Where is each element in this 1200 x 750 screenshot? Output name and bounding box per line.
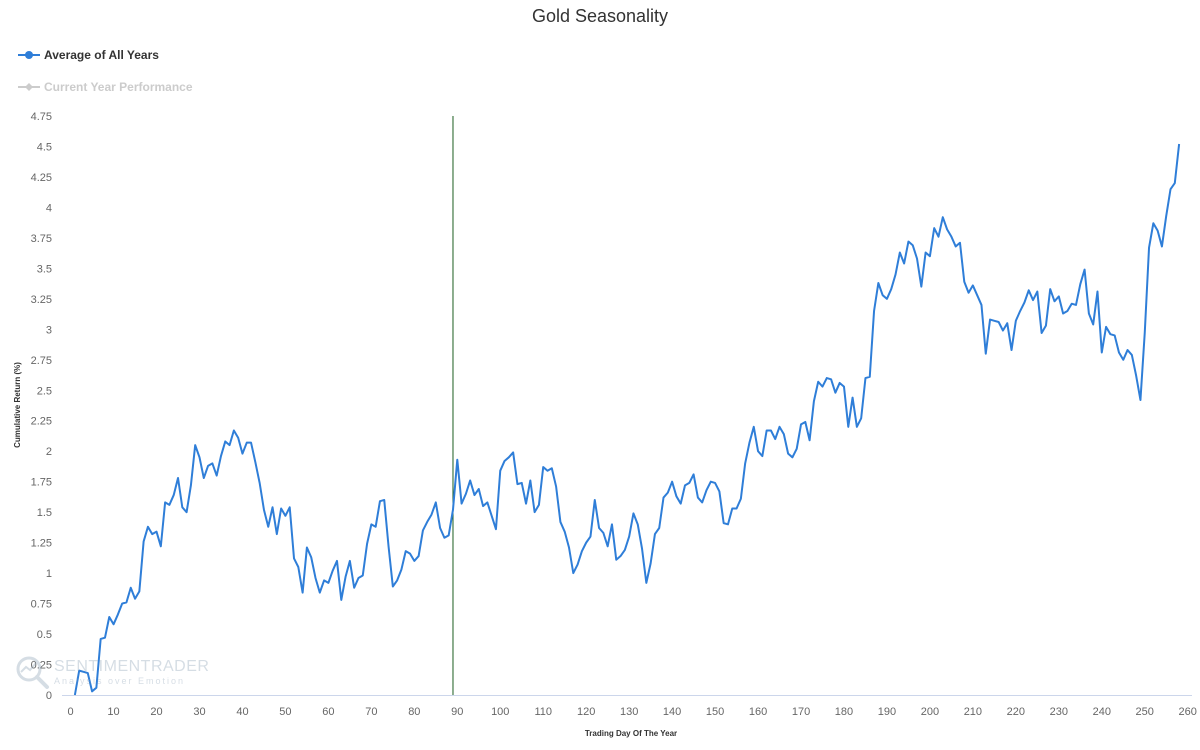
x-tick-label: 250 <box>1136 706 1154 718</box>
y-tick-label: 1 <box>46 568 52 580</box>
x-tick-label: 180 <box>835 706 853 718</box>
y-tick-label: 2.5 <box>37 385 52 397</box>
x-tick-label: 110 <box>534 706 552 718</box>
x-tick-label: 70 <box>365 706 377 718</box>
legend-item-current-year-performance[interactable]: Current Year Performance <box>18 80 193 94</box>
x-tick-label: 260 <box>1179 706 1197 718</box>
x-tick-label: 200 <box>921 706 939 718</box>
x-tick-label: 210 <box>964 706 982 718</box>
y-tick-label: 1.25 <box>31 538 52 550</box>
series-layer <box>73 143 1181 696</box>
x-tick-label: 160 <box>749 706 767 718</box>
chart-title: Gold Seasonality <box>531 6 669 26</box>
x-tick-label: 20 <box>150 706 162 718</box>
y-axis-title: Cumulative Return (%) <box>13 362 22 448</box>
y-tick-label: 2.75 <box>31 355 52 367</box>
x-tick-label: 140 <box>663 706 681 718</box>
y-tick-label: 3.5 <box>37 263 52 275</box>
x-tick-label: 240 <box>1093 706 1111 718</box>
y-tick-label: 4 <box>46 202 52 214</box>
x-tick-label: 40 <box>236 706 248 718</box>
y-tick-label: 2.25 <box>31 416 52 428</box>
line-marker-icon <box>18 51 40 59</box>
watermark: SENTIMENTRADER Analysis over Emotion <box>14 654 209 690</box>
x-tick-label: 230 <box>1050 706 1068 718</box>
magnifier-logo-icon <box>16 656 49 689</box>
y-tick-label: 3 <box>46 324 52 336</box>
legend-item-average-of-all-years[interactable]: Average of All Years <box>18 48 159 62</box>
x-tick-label: 220 <box>1007 706 1025 718</box>
x-axis-title: Trading Day Of The Year <box>585 729 677 738</box>
y-tick-label: 0 <box>46 690 52 702</box>
x-tick-label: 190 <box>878 706 896 718</box>
diamond-marker-icon <box>18 83 40 91</box>
watermark-tagline: Analysis over Emotion <box>54 676 186 686</box>
x-tick-label: 30 <box>193 706 205 718</box>
x-tick-label: 60 <box>322 706 334 718</box>
x-tick-label: 120 <box>577 706 595 718</box>
x-tick-label: 170 <box>792 706 810 718</box>
y-tick-label: 3.25 <box>31 294 52 306</box>
y-tick-label: 0.75 <box>31 599 52 611</box>
x-tick-label: 10 <box>107 706 119 718</box>
y-tick-label: 3.75 <box>31 233 52 245</box>
y-tick-label: 1.5 <box>37 507 52 519</box>
y-tick-label: 4.75 <box>31 111 52 123</box>
legend-label: Average of All Years <box>44 48 159 62</box>
x-tick-label: 100 <box>491 706 509 718</box>
x-tick-label: 80 <box>408 706 420 718</box>
legend-label: Current Year Performance <box>44 80 193 94</box>
x-tick-label: 150 <box>706 706 724 718</box>
y-tick-label: 1.75 <box>31 477 52 489</box>
x-tick-label: 130 <box>620 706 638 718</box>
y-axis: 0 0.25 0.5 0.75 1 1.25 1.5 1.75 2 2.25 2.5 2.75 3 3.2… <box>31 111 52 702</box>
y-tick-label: 0.25 <box>31 660 52 672</box>
x-tick-label: 0 <box>68 706 74 718</box>
series-line-0 <box>73 143 1181 696</box>
x-tick-label: 50 <box>279 706 291 718</box>
y-tick-label: 4.25 <box>31 172 52 184</box>
y-tick-label: 0.5 <box>37 629 52 641</box>
x-axis: 0 10 20 30 40 50 60 70 80 90 100 110 120 130 140 150 160… <box>68 706 1197 718</box>
x-tick-label: 90 <box>451 706 463 718</box>
y-tick-label: 2 <box>46 446 52 458</box>
watermark-brand: SENTIMENTRADER <box>54 658 210 675</box>
y-tick-label: 4.5 <box>37 141 52 153</box>
